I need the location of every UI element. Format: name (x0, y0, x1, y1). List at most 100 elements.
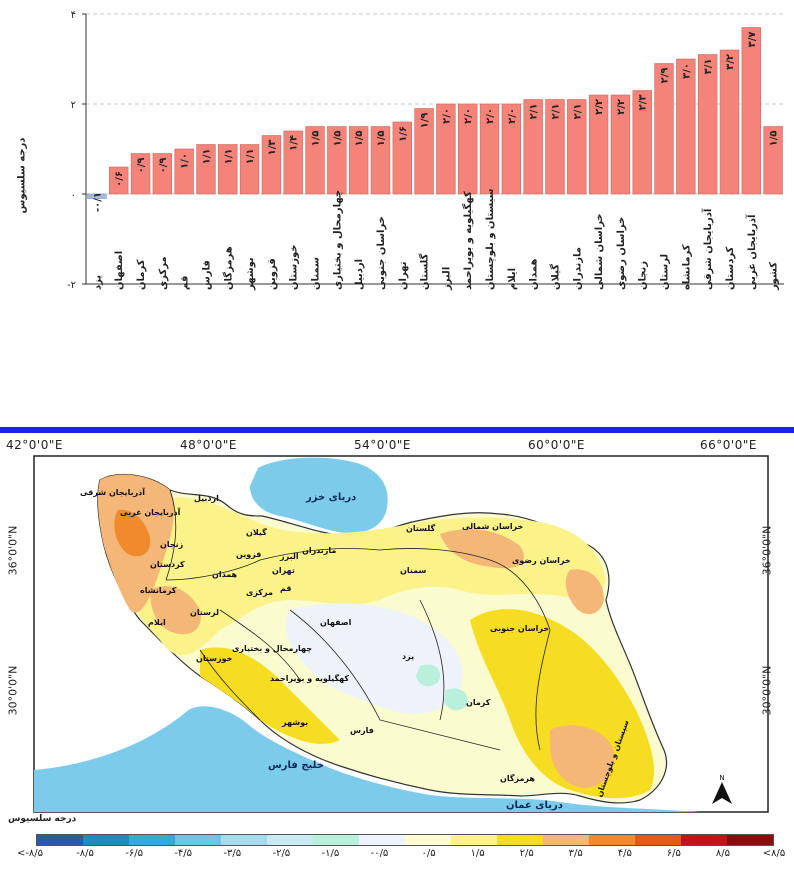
legend-swatch (589, 835, 635, 845)
category-label: کرمانشاه (681, 244, 692, 290)
label-semnan: سمنان (400, 566, 427, 575)
category-label: آذربایجان غربی (745, 214, 758, 290)
label-qom: قم (280, 584, 292, 593)
bar-value-label: ۲/۱ (529, 104, 540, 120)
legend-tick-label: ۸/۵ (715, 848, 730, 859)
bar-value-label: ۰/۹ (136, 158, 147, 174)
legend-swatch (451, 835, 497, 845)
bar-8 (261, 135, 282, 195)
bar-value-label: ۲/۰ (463, 108, 474, 124)
label-persian-gulf: خلیج فارس (268, 760, 324, 771)
category-label: البرز (441, 267, 452, 291)
legend-tick-label: <-۸/۵ (16, 848, 44, 859)
category-label: کردستان (725, 246, 736, 290)
category-label: گلستان (418, 253, 431, 290)
legend-swatch (313, 835, 359, 845)
province-borders (165, 489, 551, 751)
bar-21 (545, 99, 565, 195)
label-mazandaran: مازندران (302, 546, 337, 555)
label-zanjan: زنجان (160, 540, 184, 549)
label-north-khorasan: خراسان شمالی (462, 522, 524, 531)
y-tick-label: ۲ (71, 100, 76, 111)
legend-tick-label: -۴/۵ (174, 848, 193, 859)
label-kohgiluyeh: کهگیلویه و بویراحمد (270, 674, 350, 683)
category-label: خراسان شمالی (594, 213, 605, 290)
legend-tick-label: -۸/۵ (76, 848, 94, 859)
y-tick-label: ۰ (71, 190, 76, 201)
legend-swatch (359, 835, 405, 845)
category-label: زنجان (638, 261, 649, 290)
lon-label-48: 48°0'0"E (180, 438, 237, 452)
legend-title: درجه سلسیوس (8, 814, 77, 824)
label-tehran: تهران (272, 566, 295, 575)
category-label: مازندران (572, 247, 583, 290)
lat-label-30-right: 30°0'0"N (760, 665, 774, 716)
bar-value-label: ۲/۳ (638, 95, 649, 111)
y-tick-label: ۴ (71, 10, 76, 21)
bar-27 (676, 58, 696, 195)
bar-value-label: ۳/۰ (681, 63, 692, 79)
label-bushehr: بوشهر (282, 718, 309, 727)
legend-tick-label: ۴/۵ (617, 848, 632, 859)
legend-swatch (267, 835, 313, 845)
bar-4 (174, 148, 194, 195)
category-label: مرکزی (158, 256, 169, 290)
label-fars: فارس (350, 726, 374, 735)
legend-tick-label: ۲/۵ (519, 848, 534, 859)
north-arrow-label: N (719, 774, 724, 782)
label-caspian-sea: دریای خزر (306, 492, 357, 503)
orange-zone-sistan (550, 725, 615, 788)
label-ardabil: اردبیل (194, 494, 219, 503)
bar-value-label: ۱/۴ (289, 135, 300, 151)
label-west-azerbaijan: آذربایجان غربی (120, 508, 181, 517)
label-markazi: مرکزی (246, 588, 273, 597)
category-label: اصفهان (114, 251, 125, 290)
bar-11 (327, 126, 347, 195)
label-yazd: یزد (402, 652, 415, 661)
bar-value-label: ۲/۲ (616, 99, 627, 115)
bar-20 (523, 99, 543, 195)
label-qazvin: قزوین (236, 550, 262, 559)
bar-28 (697, 54, 718, 195)
category-label: آذربایجان شرقی (701, 208, 714, 290)
legend-swatch (83, 835, 129, 845)
category-label: گیلان (548, 264, 561, 290)
bar-value-label: ۳/۱ (703, 59, 714, 75)
map-svg (33, 455, 769, 813)
bar-9 (283, 130, 303, 195)
persian-gulf (34, 706, 768, 812)
category-label: چهارمحال و بختیاری (332, 190, 343, 290)
category-label: یزد (92, 275, 103, 290)
bar-value-label: ۱/۵ (332, 131, 343, 147)
legend-ticks: <-۸/۵ -۸/۵ -۶/۵ -۴/۵ -۳/۵ -۲/۵ -۱/۵ -۰/۵ ۰/۵ ۱/۵ ۲… (0, 848, 794, 864)
bar-value-label: ۱/۳ (267, 140, 278, 156)
yellow-zone-southwest (200, 647, 340, 744)
caspian-sea (250, 457, 388, 534)
legend-swatch (727, 835, 773, 845)
label-gilan: گیلان (246, 528, 267, 537)
bar-1 (109, 166, 129, 195)
category-label: سیستان و بلوچستان (485, 188, 496, 290)
lat-label-36-left: 36°0'0"N (6, 525, 20, 576)
category-label: بوشهر (245, 257, 256, 291)
cool-zone-center (286, 603, 463, 714)
orange-zone-lorestan (150, 586, 201, 635)
legend-tick-label: -۱/۵ (321, 848, 340, 859)
orange-zone-khorasan-east (565, 569, 604, 615)
category-label: خراسان رضوی (616, 217, 627, 290)
bar-3 (152, 153, 173, 195)
bar-value-label: ۲/۲ (594, 99, 605, 115)
label-golestan: گلستان (406, 524, 436, 533)
bar-value-label: ۱/۵ (354, 131, 365, 147)
bar-chart: درجه سلسیوس -۲ ۰ ۲ ۴ -۰/۱ یزد ۰/۶ اصفهان ۰/۹ کرما… (0, 0, 794, 415)
bar-18 (479, 103, 500, 195)
bar-2 (130, 153, 151, 195)
bar-22 (567, 99, 587, 195)
bar-12 (348, 126, 369, 195)
bar-value-label: ۱/۱ (223, 149, 234, 165)
legend-tick-label: ۰/۵ (421, 848, 436, 859)
bar-31 (763, 126, 783, 195)
lat-label-30-left: 30°0'0"N (6, 665, 20, 716)
bar-29 (719, 49, 740, 195)
legend-tick-label: ۳/۵ (568, 848, 583, 859)
